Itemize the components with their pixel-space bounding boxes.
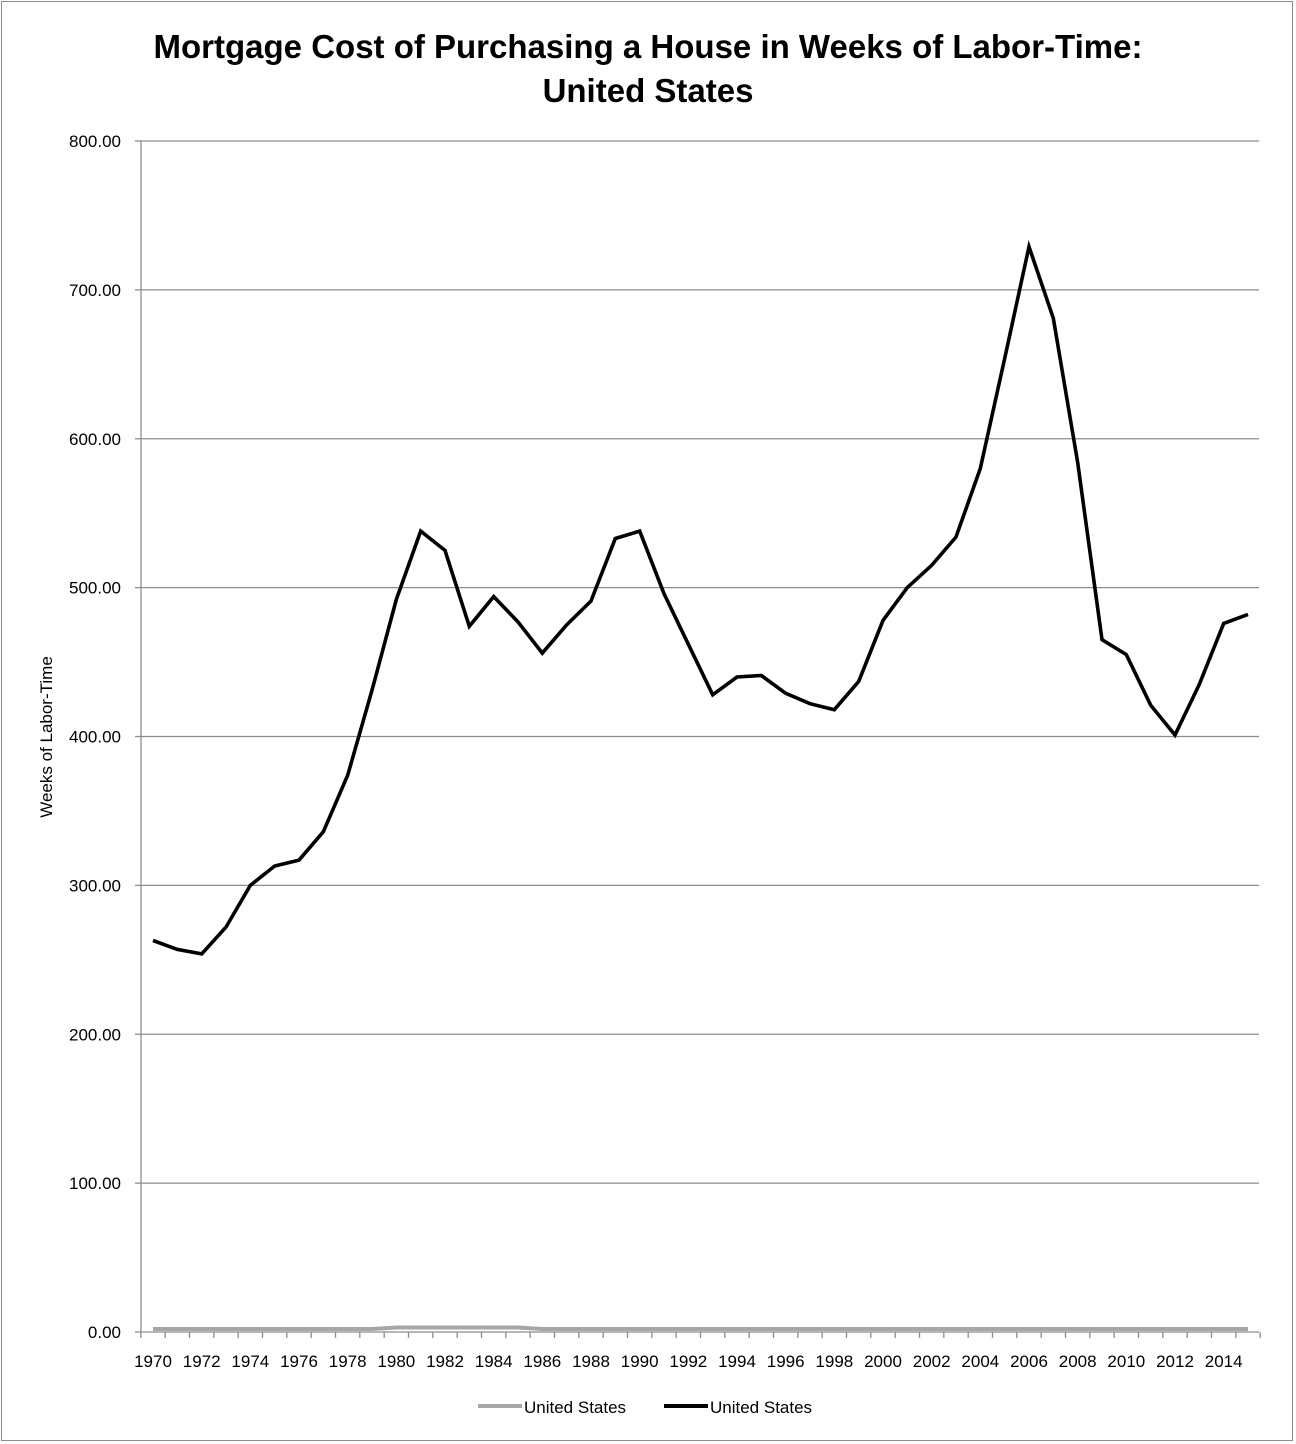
y-tick-label: 500.00 <box>69 579 121 598</box>
x-tick-label: 2014 <box>1205 1352 1243 1371</box>
series-lines <box>152 239 1249 1331</box>
x-tick-label: 2012 <box>1156 1352 1194 1371</box>
x-tick-label: 2004 <box>961 1352 999 1371</box>
y-axis-label: Weeks of Labor-Time <box>37 656 56 818</box>
series-line-1 <box>153 1325 1248 1331</box>
x-tick-label: 1976 <box>280 1352 318 1371</box>
x-tick-label: 2010 <box>1107 1352 1145 1371</box>
x-tick-label: 1994 <box>718 1352 756 1371</box>
x-tick-label: 1974 <box>231 1352 269 1371</box>
x-tick-label: 1988 <box>572 1352 610 1371</box>
chart-title-line-1: Mortgage Cost of Purchasing a House in W… <box>153 28 1143 65</box>
y-tick-labels: 0.00 100.00 200.00 300.00 400.00 500.00 600.00… <box>69 132 121 1342</box>
y-tick-label: 300.00 <box>69 876 121 895</box>
x-tick-label: 1984 <box>475 1352 513 1371</box>
x-tick-label: 1970 <box>134 1352 172 1371</box>
y-tick-label: 600.00 <box>69 430 121 449</box>
y-tick-label: 800.00 <box>69 132 121 151</box>
x-tick-label: 2008 <box>1059 1352 1097 1371</box>
gridlines <box>135 140 1259 1333</box>
legend: United States United States <box>478 1398 812 1417</box>
y-tick-label: 200.00 <box>69 1025 121 1044</box>
x-tick-label: 1986 <box>523 1352 561 1371</box>
x-tick-label: 2006 <box>1010 1352 1048 1371</box>
series-line-2 <box>152 239 1249 956</box>
x-tick-label: 1992 <box>669 1352 707 1371</box>
legend-label-2: United States <box>710 1398 812 1417</box>
x-tick-label: 1982 <box>426 1352 464 1371</box>
x-tick-labels: 1970 1972 1974 1976 1978 1980 1982 1984 1986 1988… <box>134 1352 1242 1371</box>
legend-label-1: United States <box>524 1398 626 1417</box>
x-tick-label: 1978 <box>329 1352 367 1371</box>
x-tick-label: 2002 <box>913 1352 951 1371</box>
y-tick-label: 100.00 <box>69 1174 121 1193</box>
chart-title-line-2: United States <box>542 72 754 109</box>
x-tick-label: 1990 <box>621 1352 659 1371</box>
x-tick-label: 1998 <box>815 1352 853 1371</box>
x-tick-label: 1972 <box>183 1352 221 1371</box>
y-tick-label: 400.00 <box>69 728 121 747</box>
axes <box>140 141 1261 1338</box>
y-tick-label: 0.00 <box>88 1323 121 1342</box>
x-tick-label: 1996 <box>767 1352 805 1371</box>
x-tick-label: 1980 <box>377 1352 415 1371</box>
y-tick-label: 700.00 <box>69 281 121 300</box>
x-tick-label: 2000 <box>864 1352 902 1371</box>
